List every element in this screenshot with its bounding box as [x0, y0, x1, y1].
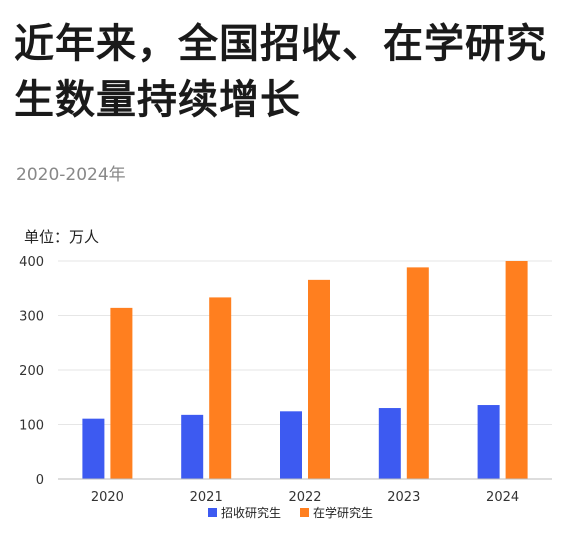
unit-label: 单位：万人: [24, 228, 100, 246]
y-axis-ticks: 0 100 200 300 400: [19, 255, 44, 488]
bar-enrolled-2021: [181, 414, 204, 479]
x-tick-label: 2020: [91, 490, 124, 505]
x-tick-label: 2021: [190, 490, 223, 505]
y-tick-label: 300: [19, 310, 44, 325]
bar-enrolled-2022: [280, 411, 302, 479]
gridlines: [58, 260, 552, 425]
chart-subtitle: 2020-2024年: [16, 165, 126, 185]
chart-title: 近年来，全国招收、在学研究生数量持续增长: [14, 21, 547, 123]
bars: [82, 261, 528, 479]
y-tick-label: 100: [19, 419, 44, 434]
x-tick-label: 2023: [387, 490, 420, 505]
y-tick-label: 400: [19, 255, 44, 270]
legend-label: 在学研究生: [313, 505, 373, 520]
x-tick-label: 2022: [288, 490, 321, 505]
bar-in-school-2020: [110, 307, 133, 479]
bar-in-school-2024: [505, 261, 528, 479]
y-tick-label: 200: [19, 364, 44, 379]
bar-in-school-2022: [308, 279, 330, 479]
bar-chart: 0 100 200 300 400 2020 2021 2022 2023 2024 招收研究生…: [19, 255, 552, 520]
legend-swatch: [208, 508, 217, 517]
x-axis-ticks: 2020 2021 2022 2023 2024: [91, 490, 519, 505]
x-tick-label: 2024: [486, 490, 519, 505]
legend-label: 招收研究生: [221, 505, 281, 520]
legend: 招收研究生 在学研究生: [208, 505, 373, 520]
bar-in-school-2021: [209, 297, 232, 479]
legend-swatch: [300, 508, 309, 517]
bar-in-school-2023: [406, 267, 429, 479]
bar-enrolled-2024: [477, 405, 500, 479]
bar-enrolled-2023: [378, 408, 401, 479]
y-tick-label: 0: [36, 473, 44, 488]
bar-enrolled-2020: [82, 418, 105, 479]
